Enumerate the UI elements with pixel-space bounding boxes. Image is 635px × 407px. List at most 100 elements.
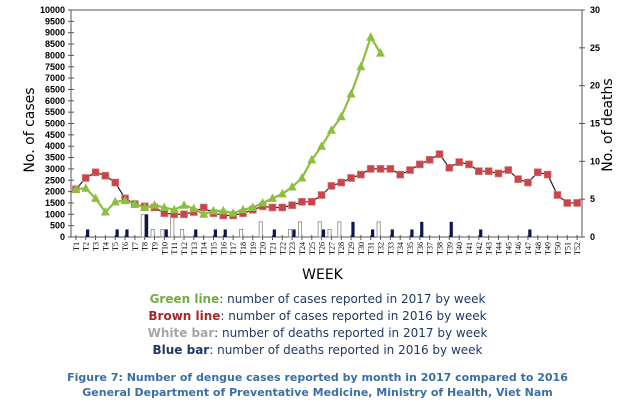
x-tick-label: T14	[200, 242, 209, 255]
x-tick-label: T19	[249, 242, 258, 255]
bar-deaths-2016	[410, 229, 414, 237]
caption-line-2: General Department of Preventative Medic…	[82, 386, 553, 399]
point-cases-2017	[267, 193, 277, 202]
x-tick-label: T4	[101, 242, 110, 251]
point-cases-2017	[228, 208, 238, 217]
bar-deaths-2016	[390, 229, 394, 237]
point-cases-2017	[120, 195, 130, 205]
point-cases-2016	[416, 160, 424, 169]
y-tick-label: 500	[50, 221, 65, 231]
x-tick-label: T17	[229, 242, 238, 255]
y-tick-label: 5000	[45, 119, 65, 129]
x-axis-title: WEEK	[302, 267, 343, 283]
bar-deaths-2016	[449, 221, 453, 237]
x-tick-label: T13	[190, 242, 199, 255]
bar-deaths-2016	[223, 229, 227, 237]
legend-item-brown: Brown line: number of cases reported in …	[148, 309, 487, 323]
y2-tick-label: 10	[590, 156, 600, 166]
x-tick-label: T44	[494, 242, 503, 255]
point-cases-2016	[406, 166, 414, 174]
bar-deaths-2016	[479, 229, 483, 237]
x-tick-label: T43	[485, 242, 494, 255]
y-tick-label: 4500	[45, 130, 65, 140]
y2-axis-title: No. of deaths	[600, 78, 616, 171]
x-tick-label: T23	[288, 242, 297, 255]
point-cases-2017	[110, 196, 120, 206]
y2-tick-label: 0	[590, 232, 595, 242]
point-cases-2016	[376, 165, 385, 173]
point-cases-2017	[100, 207, 110, 216]
x-tick-label: T51	[563, 242, 572, 255]
legend: Green line: number of cases reported in …	[0, 291, 635, 359]
bar-deaths-2016	[351, 221, 355, 237]
bar-deaths-2017	[288, 229, 293, 238]
point-cases-2016	[268, 203, 277, 212]
point-cases-2016	[386, 165, 395, 173]
axes: 0500100015002000250030003500400045005000…	[40, 5, 600, 242]
y2-tick-label: 15	[590, 119, 600, 129]
y2-tick-label: 20	[590, 81, 600, 91]
point-cases-2017	[218, 205, 228, 215]
bar-deaths-2016	[321, 229, 326, 237]
x-tick-label: T6	[121, 242, 130, 251]
y-tick-label: 2000	[45, 187, 65, 197]
bar-deaths-2017	[160, 229, 165, 238]
bar-deaths-2017	[317, 221, 322, 238]
x-tick-label: T28	[337, 242, 346, 255]
y-tick-label: 8500	[45, 39, 65, 49]
x-tick-label: T33	[386, 242, 395, 255]
y-tick-label: 3500	[45, 153, 65, 163]
bar-deaths-2016	[115, 229, 119, 237]
x-tick-label: T12	[180, 242, 189, 255]
x-tick-label: T3	[92, 242, 101, 251]
point-cases-2017	[81, 183, 91, 192]
bar-deaths-2016	[528, 229, 532, 237]
bar-deaths-2016	[86, 229, 90, 237]
y2-tick-label: 5	[590, 194, 595, 204]
point-cases-2017	[258, 197, 268, 207]
point-cases-2017	[199, 209, 209, 218]
x-tick-label: T37	[426, 242, 435, 255]
point-cases-2016	[327, 182, 336, 190]
x-tick-label: T22	[278, 242, 287, 255]
point-cases-2016	[111, 178, 120, 187]
legend-item-blue: Blue bar: number of deaths reported in 2…	[152, 343, 483, 357]
point-cases-2016	[91, 168, 100, 177]
point-cases-2016	[514, 175, 522, 183]
x-tick-label: T18	[239, 242, 248, 255]
legend-item-white: White bar: number of deaths reported in …	[147, 326, 488, 340]
bar-deaths-2017	[239, 229, 244, 238]
point-cases-2016	[81, 174, 90, 182]
dengue-chart: 0500100015002000250030003500400045005000…	[22, 5, 616, 255]
point-cases-2016	[307, 198, 316, 206]
point-cases-2016	[573, 199, 581, 207]
point-cases-2016	[543, 170, 552, 179]
x-tick-label: T42	[475, 242, 484, 255]
bar-deaths-2017	[337, 221, 342, 238]
bar-deaths-2017	[258, 221, 263, 238]
point-cases-2016	[366, 165, 375, 173]
point-cases-2017	[208, 205, 218, 215]
bar-deaths-2017	[376, 221, 381, 238]
x-tick-label: T29	[347, 242, 356, 255]
point-cases-2016	[465, 160, 473, 169]
bar-deaths-2016	[292, 229, 296, 237]
x-tick-label: T48	[534, 242, 543, 255]
point-cases-2017	[356, 61, 366, 71]
point-cases-2017	[130, 199, 140, 208]
x-tick-label: T32	[377, 242, 386, 255]
point-cases-2017	[297, 172, 307, 182]
x-tick-label: T40	[455, 242, 464, 255]
point-cases-2017	[159, 202, 169, 211]
point-cases-2017	[307, 154, 317, 164]
point-cases-2016	[101, 171, 110, 180]
point-cases-2017	[248, 202, 258, 211]
y-tick-label: 10000	[40, 5, 65, 15]
y2-tick-label: 25	[590, 43, 600, 53]
point-cases-2017	[140, 202, 150, 211]
bar-deaths-2017	[298, 221, 303, 238]
point-cases-2017	[287, 182, 297, 191]
y-tick-label: 8000	[45, 50, 65, 60]
point-cases-2016	[298, 198, 306, 206]
bar-deaths-2017	[180, 229, 185, 238]
